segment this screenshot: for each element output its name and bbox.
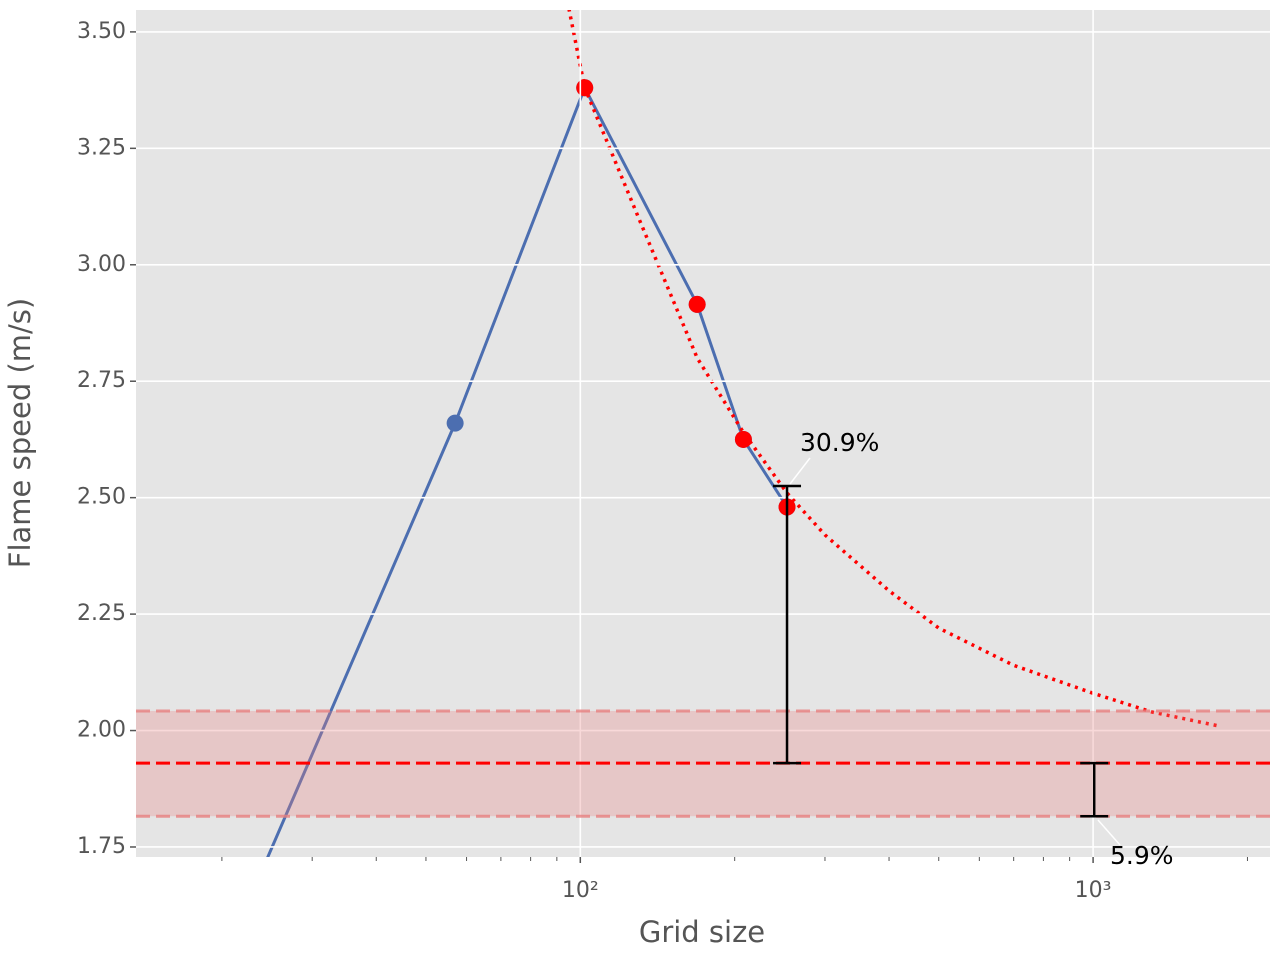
annotation-arrow (789, 457, 811, 485)
data-point (213, 955, 230, 960)
y-tick-label: 3.00 (77, 252, 126, 277)
data-line (266, 84, 789, 857)
y-tick-label: 2.75 (77, 368, 126, 393)
y-tick-label: 2.50 (77, 485, 126, 510)
annotation: 5.9% (1110, 841, 1174, 870)
annotation-arrow (1097, 819, 1121, 846)
y-tick-label: 2.00 (77, 718, 126, 743)
data-point (576, 79, 594, 97)
data-point (734, 430, 752, 448)
x-tick-label: 10² (562, 878, 599, 903)
plot-background (136, 10, 1270, 857)
y-tick-label: 1.75 (77, 834, 126, 859)
data-point (446, 414, 464, 432)
y-axis-label: Flame speed (m/s) (3, 298, 37, 568)
y-tick-label: 3.50 (77, 19, 126, 44)
x-axis-label: Grid size (639, 915, 765, 949)
y-tick-label: 2.25 (77, 601, 126, 626)
annotation: 30.9% (800, 428, 879, 457)
y-tick-label: 3.25 (77, 135, 126, 160)
fit-curve (567, 10, 1219, 728)
x-tick-label: 10³ (1075, 878, 1112, 903)
data-point (688, 295, 706, 313)
